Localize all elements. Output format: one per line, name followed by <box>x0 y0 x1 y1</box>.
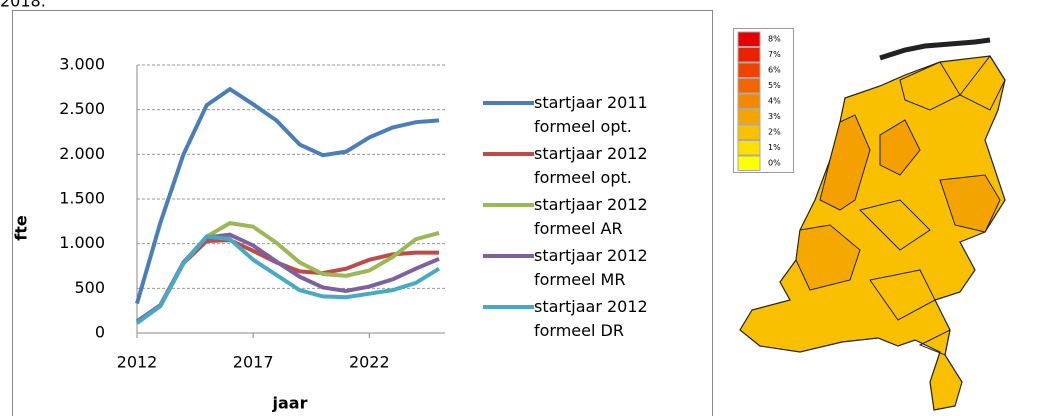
chart-border <box>12 10 713 416</box>
legend-entry: startjaar 2012 formeel MR <box>534 246 648 289</box>
y-tick-label: 1.000 <box>59 233 105 252</box>
region <box>819 114 871 211</box>
caption: 2018. <box>0 0 46 11</box>
y-tick-label: 2.500 <box>59 99 105 118</box>
y-tick-label: 2.000 <box>59 144 105 163</box>
map-legend-label: 0% <box>768 159 781 168</box>
map-legend-label: 4% <box>768 97 781 106</box>
map-legend-label: 3% <box>768 112 781 121</box>
y-tick-label: 0 <box>95 323 105 342</box>
map-legend-label: 5% <box>768 81 781 90</box>
map-legend-swatch <box>737 109 761 125</box>
series-line <box>135 221 440 324</box>
map-legend-label: 7% <box>768 50 781 59</box>
legend-label: startjaar 2012 formeel opt. <box>534 144 648 187</box>
map-legend-swatch <box>737 78 761 94</box>
map-legend-swatch <box>737 140 761 156</box>
y-tick-label: 3.000 <box>59 55 105 74</box>
map-legend-label: 1% <box>768 143 781 152</box>
region <box>795 224 861 291</box>
map-legend-swatch <box>737 62 761 78</box>
x-tick-label: 2012 <box>117 353 158 372</box>
legend-label: startjaar 2012 formeel MR <box>534 246 648 289</box>
y-tick-label: 500 <box>74 278 105 297</box>
legend-entry: startjaar 2012 formeel DR <box>534 297 648 340</box>
y-tick-label: 1.500 <box>59 189 105 208</box>
legend-entry: startjaar 2012 formeel AR <box>534 195 648 238</box>
series-line <box>135 234 441 325</box>
map-legend-label: 2% <box>768 128 781 137</box>
map-legend-swatch <box>737 47 761 63</box>
legend-entry: startjaar 2011 formeel opt. <box>534 93 648 136</box>
region <box>879 119 921 176</box>
region <box>939 174 1001 233</box>
y-axis-label: fte <box>12 215 31 241</box>
region-borders <box>859 55 1006 356</box>
islands <box>879 37 991 61</box>
series-line <box>135 86 440 305</box>
map-legend-swatch <box>737 31 761 47</box>
legend-label: startjaar 2012 formeel AR <box>534 195 648 238</box>
map-legend-label: 6% <box>768 66 781 75</box>
map-legend-swatch <box>737 124 761 140</box>
map-legend-swatch <box>737 93 761 109</box>
x-axis-label: jaar <box>272 394 308 413</box>
x-tick-label: 2022 <box>349 353 390 372</box>
map-legend-swatch <box>737 155 761 171</box>
legend-entry: startjaar 2012 formeel opt. <box>534 144 648 187</box>
x-tick-label: 2017 <box>233 353 274 372</box>
legend-label: startjaar 2012 formeel DR <box>534 297 648 340</box>
series-line <box>135 232 440 324</box>
map-legend-label: 8% <box>768 35 781 44</box>
legend-label: startjaar 2011 formeel opt. <box>534 93 648 136</box>
country <box>739 55 1006 411</box>
